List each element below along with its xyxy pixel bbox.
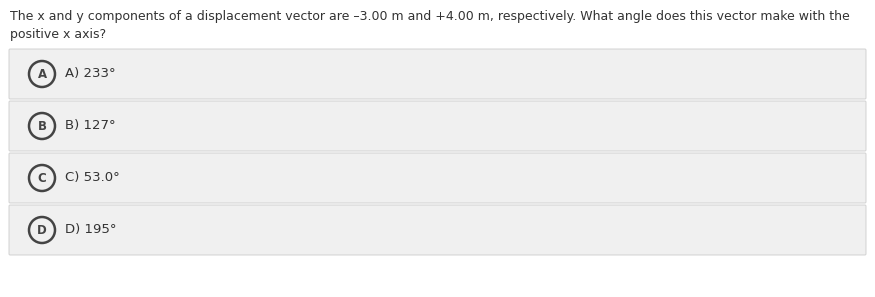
FancyBboxPatch shape: [9, 49, 866, 99]
Text: D) 195°: D) 195°: [65, 224, 116, 236]
Circle shape: [29, 217, 55, 243]
Text: D: D: [37, 224, 47, 236]
Circle shape: [29, 113, 55, 139]
Text: C) 53.0°: C) 53.0°: [65, 171, 120, 184]
Text: C: C: [38, 171, 46, 184]
Circle shape: [29, 165, 55, 191]
Text: A) 233°: A) 233°: [65, 67, 116, 80]
FancyBboxPatch shape: [9, 153, 866, 203]
FancyBboxPatch shape: [9, 205, 866, 255]
Text: B) 127°: B) 127°: [65, 119, 116, 132]
Text: positive x axis?: positive x axis?: [10, 28, 106, 41]
Text: B: B: [38, 119, 46, 132]
Circle shape: [29, 61, 55, 87]
FancyBboxPatch shape: [9, 101, 866, 151]
Text: The x and y components of a displacement vector are –3.00 m and +4.00 m, respect: The x and y components of a displacement…: [10, 10, 850, 23]
Text: A: A: [38, 67, 46, 80]
